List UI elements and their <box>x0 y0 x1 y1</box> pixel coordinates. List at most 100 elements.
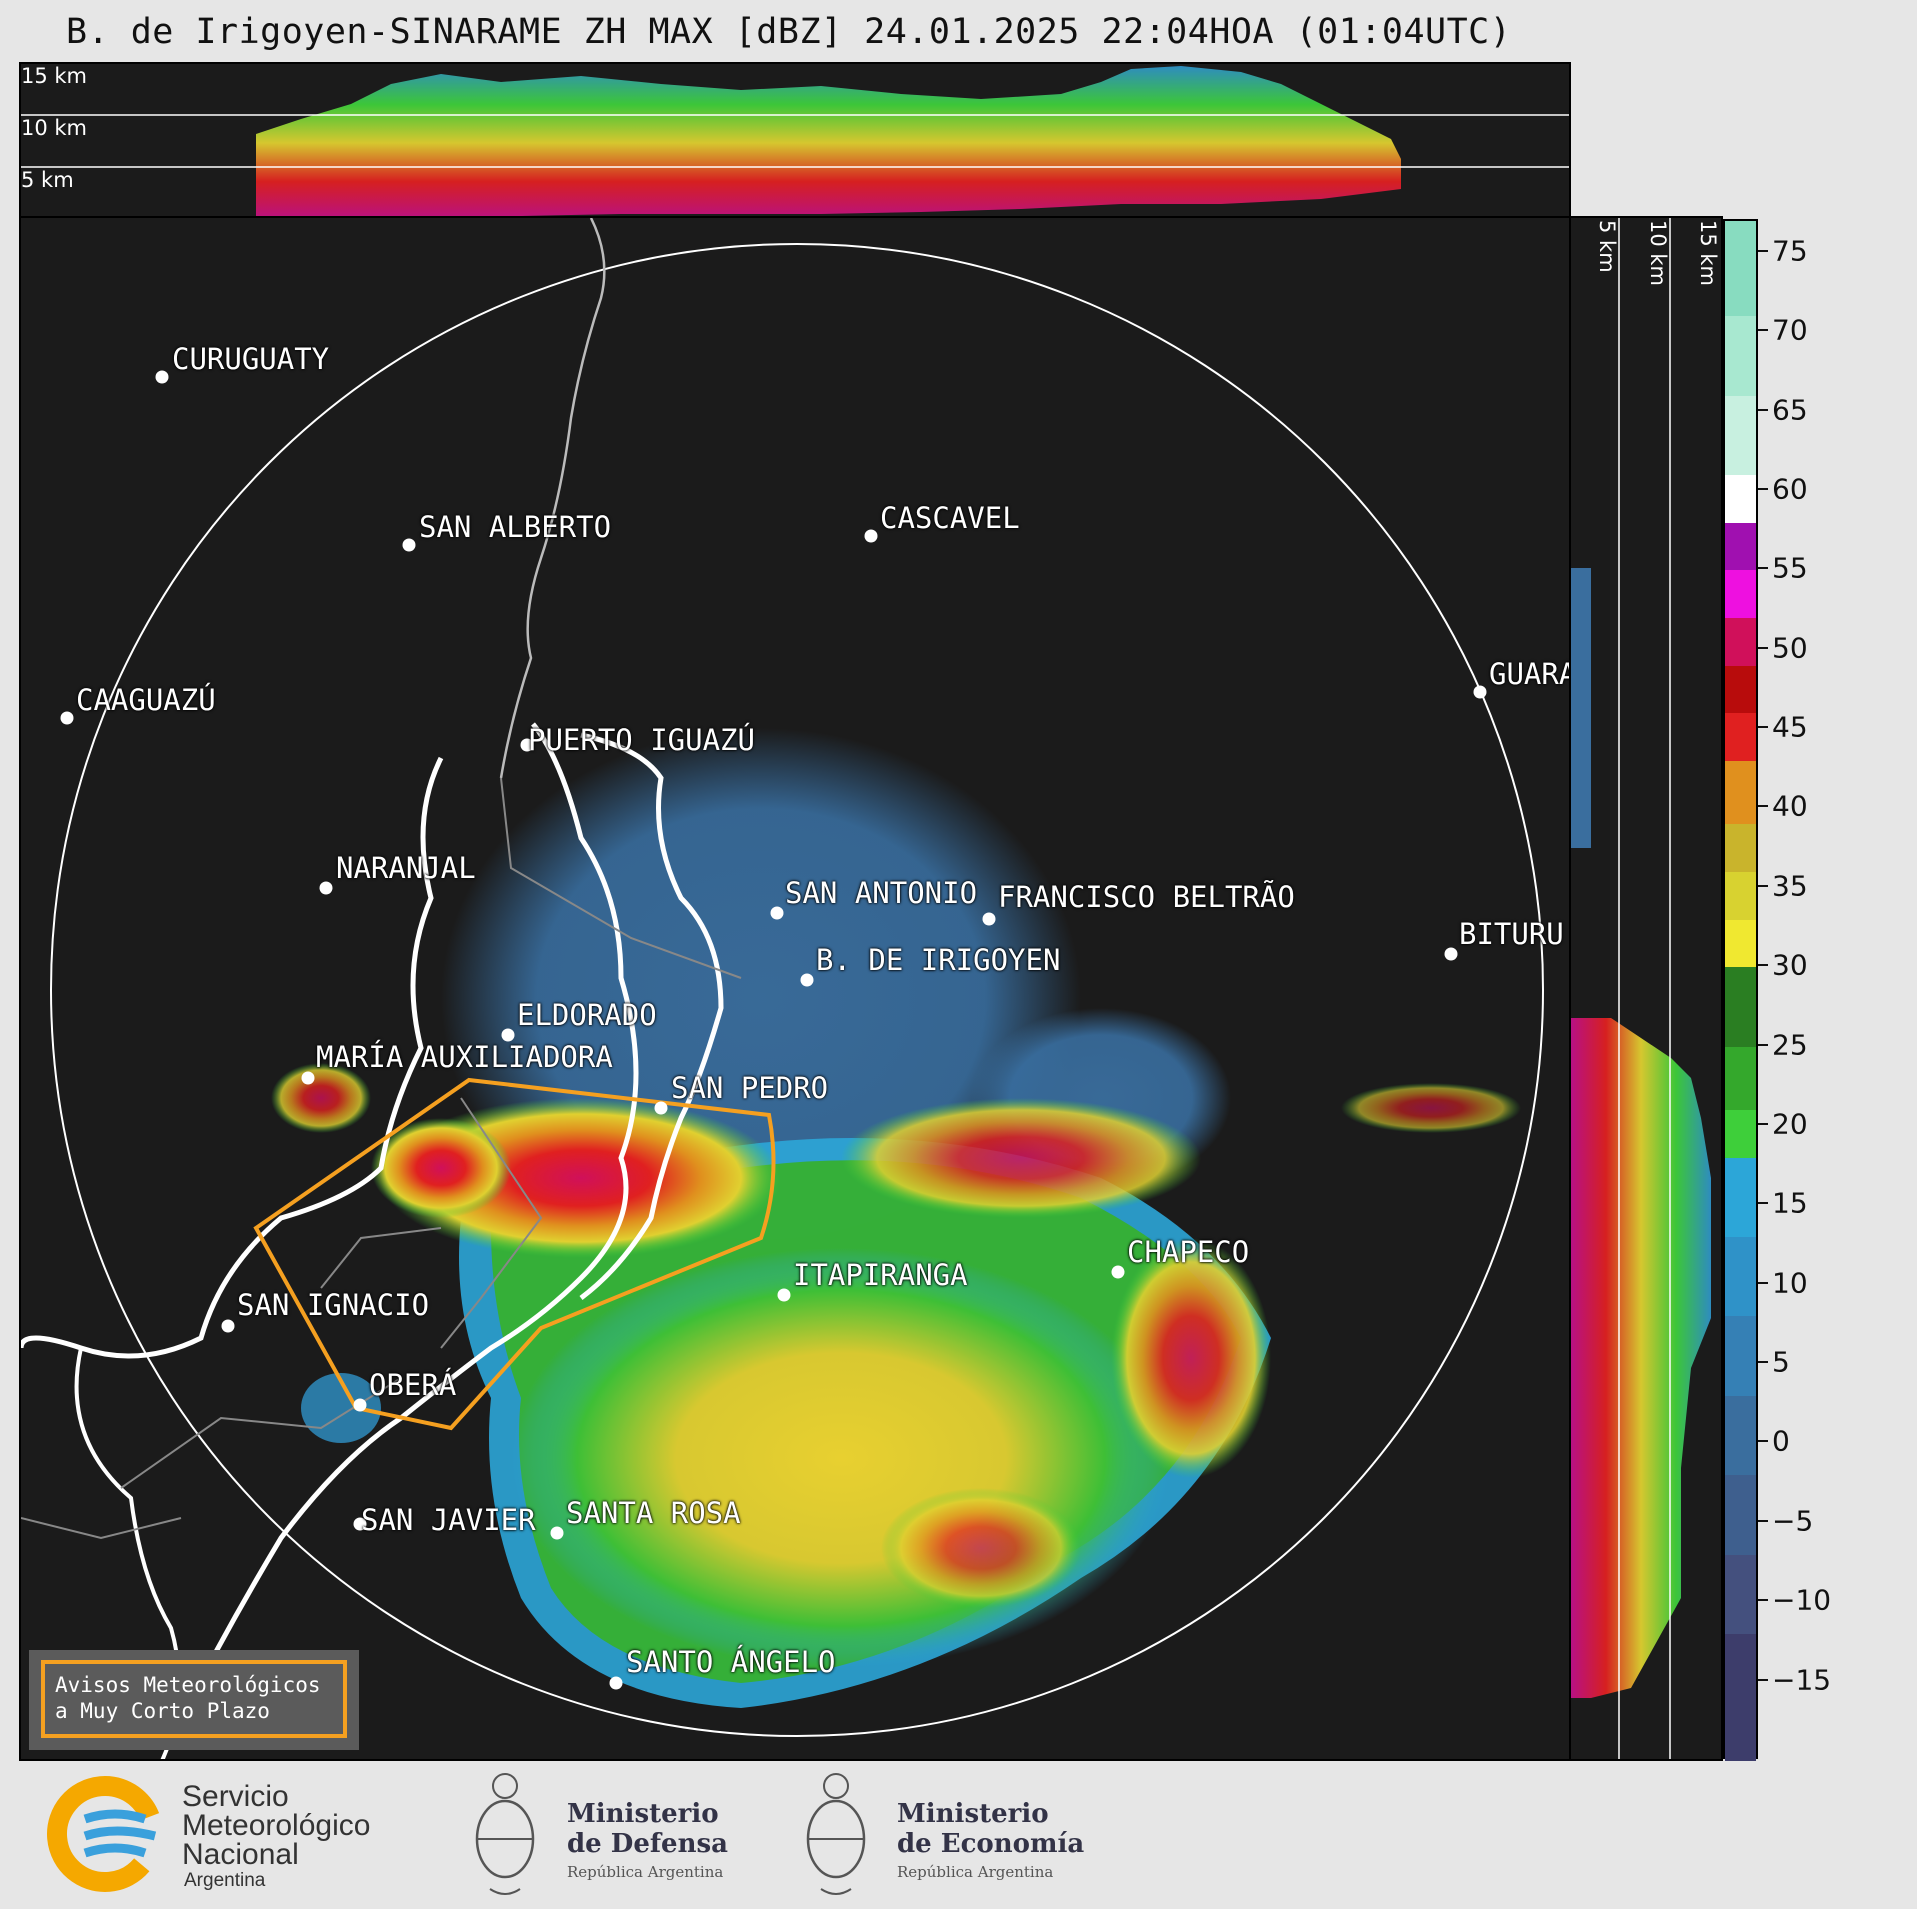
city-label-guara: GUARA <box>1489 657 1571 691</box>
colorbar-tick-label: 75 <box>1772 234 1808 268</box>
city-dot-itapiranga <box>777 1288 791 1302</box>
colorbar-tick <box>1758 1440 1768 1443</box>
city-dot-guara <box>1473 685 1487 699</box>
colorbar-tick-label: 50 <box>1772 631 1808 665</box>
economia-line-2: de Economía <box>897 1829 1085 1859</box>
colorbar-segment <box>1725 1475 1756 1555</box>
colorbar-tick-label: 55 <box>1772 551 1808 585</box>
echo-obera <box>301 1373 381 1443</box>
city-label-san-javier: SAN JAVIER <box>361 1503 536 1537</box>
colorbar-tick <box>1758 646 1768 649</box>
city-label-santa-rosa: SANTA ROSA <box>566 1496 741 1530</box>
alt-label-5km: 5 km <box>21 168 74 192</box>
smn-line-2: Meteorológico <box>182 1809 371 1842</box>
colorbar-tick <box>1758 1122 1768 1125</box>
colorbar-segment <box>1725 617 1756 666</box>
colorbar-tick-label: 10 <box>1772 1266 1808 1300</box>
colorbar-segment <box>1725 395 1756 475</box>
colorbar-segment <box>1725 824 1756 872</box>
alt-label-right-5km: 5 km <box>1595 220 1619 273</box>
colorbar-segment <box>1725 713 1756 761</box>
smn-line-3: Nacional <box>182 1838 299 1871</box>
city-label-obera: OBERÁ <box>369 1368 457 1402</box>
city-dot-santa-rosa <box>550 1526 564 1540</box>
warning-area-polygon[interactable] <box>253 1077 776 1431</box>
economia-coat-of-arms-icon <box>806 1773 866 1895</box>
colorbar-segment <box>1725 1110 1756 1158</box>
chart-title: B. de Irigoyen-SINARAME ZH MAX [dBZ] 24.… <box>66 12 1512 52</box>
colorbar-tick-label: −15 <box>1772 1663 1832 1697</box>
colorbar-tick <box>1758 408 1768 411</box>
city-label-santo-angelo: SANTO ÁNGELO <box>626 1645 836 1679</box>
warning-line-1: Avisos Meteorológicos <box>55 1673 321 1697</box>
economia-line-3: República Argentina <box>897 1863 1054 1881</box>
colorbar-tick-label: 15 <box>1772 1186 1808 1220</box>
colorbar-segment <box>1725 475 1756 523</box>
city-dot-santo-angelo <box>609 1676 623 1690</box>
storm-cell-south <box>881 1488 1081 1608</box>
precip-yellow <box>511 1248 1171 1668</box>
colorbar-segment <box>1725 1316 1756 1396</box>
alt-label-right-10km: 10 km <box>1646 220 1670 287</box>
city-dot-obera <box>353 1398 367 1412</box>
storm-cell-west <box>371 1118 511 1218</box>
colorbar-tick <box>1758 249 1768 252</box>
colorbar-segment <box>1725 316 1756 396</box>
alt-label-right-15km: 15 km <box>1696 220 1720 287</box>
city-label-san-antonio: SAN ANTONIO <box>785 876 978 910</box>
city-dot-francisco-beltrao <box>982 912 996 926</box>
colorbar-segment <box>1725 760 1756 825</box>
colorbar-tick <box>1758 567 1768 570</box>
city-dot-maria-auxiliadora <box>301 1071 315 1085</box>
city-dot-curuguaty <box>155 370 169 384</box>
river-border-uruguay <box>168 722 639 1740</box>
city-dot-cascavel <box>864 529 878 543</box>
smn-line-1: Servicio <box>182 1780 289 1813</box>
colorbar-segment <box>1725 1157 1756 1238</box>
defensa-coat-of-arms-icon <box>475 1773 535 1895</box>
colorbar-tick-label: 0 <box>1772 1424 1790 1458</box>
storm-line-east <box>841 1098 1201 1218</box>
city-dot-san-javier <box>353 1517 367 1531</box>
colorbar-tick-label: 45 <box>1772 710 1808 744</box>
right-cross-section-panel: 5 km 10 km 15 km <box>1569 216 1723 1761</box>
warning-box[interactable]: Avisos Meteorológicos a Muy Corto Plazo <box>29 1650 359 1750</box>
city-label-maria-auxiliadora: MARÍA AUXILIADORA <box>316 1040 613 1074</box>
storm-cell-far-east <box>1341 1083 1521 1133</box>
colorbar-segment <box>1725 522 1756 571</box>
city-label-itapiranga: ITAPIRANGA <box>793 1258 968 1292</box>
city-dot-puerto-iguazu <box>520 738 534 752</box>
river-border-brazil <box>579 732 724 1300</box>
alt-label-15km: 15 km <box>21 64 88 88</box>
colorbar-tick-label: 20 <box>1772 1107 1808 1141</box>
colorbar-segment <box>1725 1554 1756 1634</box>
economia-line-1: Ministerio <box>897 1799 1049 1829</box>
colorbar-tick-label: −10 <box>1772 1583 1832 1617</box>
footer: Servicio Meteorológico Nacional Argentin… <box>0 1762 1917 1909</box>
colorbar-tick <box>1758 487 1768 490</box>
city-label-chapeco: CHAPECO <box>1127 1235 1250 1269</box>
radar-map-panel[interactable]: CURUGUATY SAN ALBERTO CASCAVEL CAAGUAZÚ … <box>19 216 1571 1761</box>
smn-logo <box>47 1776 163 1892</box>
colorbar-segment <box>1725 570 1756 618</box>
colorbar-segment <box>1725 1395 1756 1476</box>
city-dot-bituru <box>1444 947 1458 961</box>
city-label-eldorado: ELDORADO <box>517 998 657 1032</box>
colorbar-segment <box>1725 871 1756 920</box>
right-cross-section-echo <box>1571 218 1711 1759</box>
colorbar-tick <box>1758 1043 1768 1046</box>
colorbar-tick <box>1758 1678 1768 1681</box>
city-label-puerto-iguazu: PUERTO IGUAZÚ <box>528 723 755 757</box>
colorbar-tick <box>1758 329 1768 332</box>
warning-link[interactable]: Avisos Meteorológicos a Muy Corto Plazo <box>41 1660 347 1738</box>
colorbar-tick-label: 35 <box>1772 869 1808 903</box>
city-dot-chapeco <box>1111 1265 1125 1279</box>
colorbar-tick-label: 60 <box>1772 472 1808 506</box>
top-cross-section-echo <box>21 66 1569 216</box>
colorbar-tick-label: 65 <box>1772 393 1808 426</box>
colorbar-tick-label: 25 <box>1772 1028 1808 1062</box>
colorbar-tick <box>1758 1281 1768 1284</box>
city-label-bituru: BITURU <box>1459 917 1564 951</box>
city-dot-san-pedro <box>654 1101 668 1115</box>
colorbar-tick-label: 70 <box>1772 313 1808 347</box>
